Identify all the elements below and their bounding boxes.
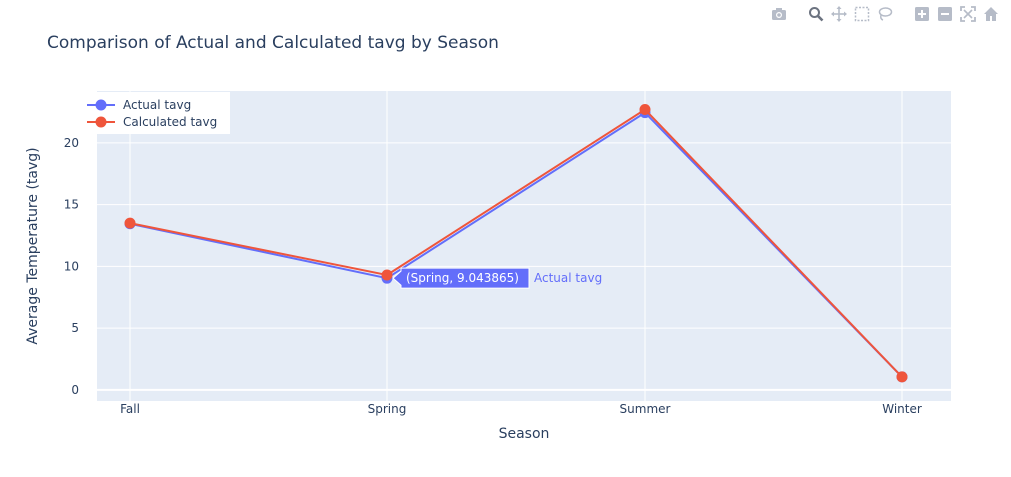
x-tick-label: Winter — [882, 402, 922, 416]
series-layer — [124, 104, 908, 383]
plot-area[interactable] — [97, 91, 951, 401]
legend-box — [82, 92, 230, 134]
legend-label: Actual tavg — [123, 98, 191, 112]
hover-value-label: (Spring, 9.043865) — [406, 271, 519, 285]
pan-icon[interactable] — [829, 5, 849, 23]
x-tick-label: Summer — [620, 402, 671, 416]
camera-icon[interactable] — [769, 5, 789, 23]
modebar-group-export — [766, 5, 789, 23]
y-tick-label: 20 — [64, 136, 79, 150]
y-tick-label: 10 — [64, 259, 79, 273]
x-axis-ticks: Fall Spring Summer Winter — [120, 402, 922, 416]
y-axis-ticks: 0 5 10 15 20 — [64, 136, 79, 397]
legend[interactable]: Actual tavg Calculated tavg — [82, 92, 230, 134]
modebar-group-zoom — [909, 5, 1001, 23]
modebar-group-drag — [803, 5, 895, 23]
data-point[interactable] — [896, 371, 908, 383]
modebar — [752, 4, 1001, 24]
hover-box — [392, 267, 530, 289]
box-select-icon[interactable] — [852, 5, 872, 23]
data-point[interactable] — [124, 217, 136, 229]
reset-axes-icon[interactable] — [981, 5, 1001, 23]
hover-series-label: Actual tavg — [534, 271, 602, 285]
legend-label: Calculated tavg — [123, 115, 217, 129]
lasso-select-icon[interactable] — [875, 5, 895, 23]
x-axis-title: Season — [499, 426, 550, 442]
series-line — [129, 111, 903, 378]
data-point[interactable] — [639, 104, 651, 116]
y-tick-label: 0 — [71, 383, 79, 397]
autoscale-icon[interactable] — [958, 5, 978, 23]
hover-tooltip: (Spring, 9.043865) Actual tavg — [392, 267, 602, 289]
legend-marker — [95, 116, 107, 128]
zoom-out-icon[interactable] — [935, 5, 955, 23]
series-calculated-tavg — [124, 104, 908, 383]
chart-title: Comparison of Actual and Calculated tavg… — [47, 33, 499, 53]
series-line — [129, 108, 903, 378]
legend-item[interactable]: Calculated tavg — [87, 115, 217, 129]
data-point[interactable] — [381, 269, 393, 281]
x-tick-label: Spring — [368, 402, 407, 416]
y-tick-label: 5 — [71, 321, 79, 335]
zoom-icon[interactable] — [806, 5, 826, 23]
legend-item[interactable]: Actual tavg — [87, 98, 191, 112]
y-grid — [97, 142, 951, 391]
legend-marker — [95, 99, 107, 111]
zoom-in-icon[interactable] — [912, 5, 932, 23]
y-tick-label: 15 — [64, 198, 79, 212]
x-tick-label: Fall — [120, 402, 140, 416]
y-axis-title: Average Temperature (tavg) — [25, 147, 41, 344]
